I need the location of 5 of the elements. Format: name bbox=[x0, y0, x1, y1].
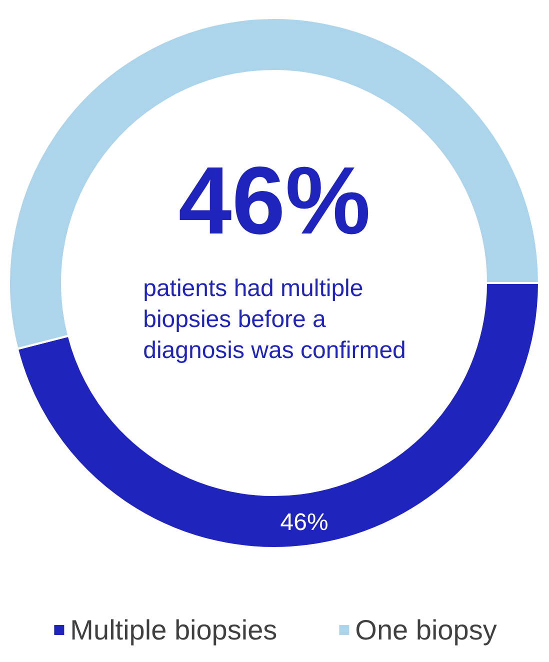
legend-label: One biopsy bbox=[355, 614, 497, 646]
data-label: 46% bbox=[280, 509, 328, 536]
legend-label: Multiple biopsies bbox=[70, 614, 278, 646]
text: 46% bbox=[178, 148, 371, 254]
text: patients had multiple biopsies before a diagnosis was confirmed bbox=[143, 275, 406, 364]
